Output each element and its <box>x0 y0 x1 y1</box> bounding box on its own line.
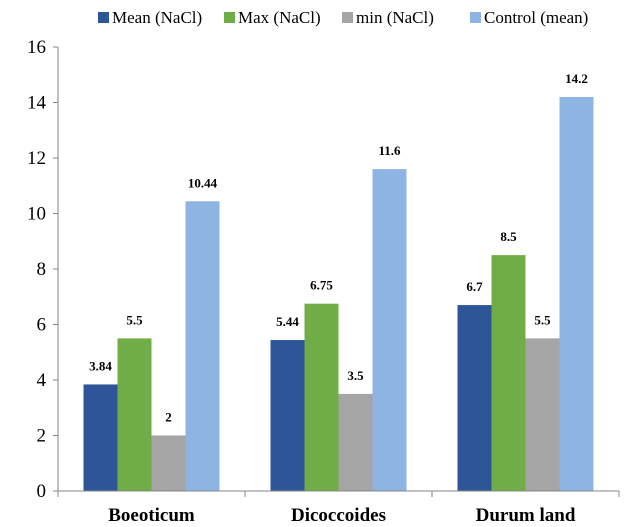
y-tick-label: 14 <box>27 93 47 114</box>
legend-swatch <box>470 12 481 23</box>
legend: Mean (NaCl) Max (NaCl) min (NaCl) Control (… <box>98 8 588 27</box>
y-tick-label: 6 <box>37 315 47 336</box>
legend-label: Control (mean) <box>484 8 588 27</box>
y-tick-label: 8 <box>37 259 47 280</box>
legend-label: Mean (NaCl) <box>112 8 202 27</box>
bar-value-label: 5.44 <box>276 314 299 329</box>
bar-value-label: 8.5 <box>500 229 517 244</box>
bar <box>338 393 373 491</box>
bar <box>304 303 339 491</box>
bar-value-label: 6.7 <box>466 279 483 294</box>
legend-swatch <box>342 12 353 23</box>
bar <box>151 435 186 491</box>
y-axis: 0 2 4 6 8 10 12 14 16 <box>27 37 59 502</box>
legend-label: Max (NaCl) <box>238 8 321 27</box>
x-category-label: Durum land <box>476 505 576 526</box>
bar <box>83 384 118 491</box>
bars: 3.84 5.5 2 10.44 5.44 6.75 3.5 11.6 6.7 8.5 5.5 14.… <box>83 71 594 492</box>
y-tick-label: 2 <box>37 426 47 447</box>
y-tick-label: 10 <box>27 204 46 225</box>
bar <box>491 255 526 491</box>
y-tick-label: 16 <box>27 37 46 58</box>
y-tick-label: 12 <box>27 148 46 169</box>
legend-swatch <box>224 12 235 23</box>
bar-value-label: 5.5 <box>534 312 551 327</box>
bar <box>185 201 220 492</box>
y-tick-label: 4 <box>37 370 47 391</box>
bar <box>117 338 152 491</box>
bar-value-label: 2 <box>165 410 172 425</box>
x-axis: Boeoticum Dicoccoides Durum land <box>57 490 620 526</box>
bar-value-label: 10.44 <box>188 175 218 190</box>
x-category-label: Boeoticum <box>108 505 195 526</box>
x-category-label: Dicoccoides <box>291 505 386 526</box>
bar <box>457 305 492 491</box>
bar <box>559 96 594 491</box>
y-tick-label: 0 <box>37 481 47 502</box>
legend-label: min (NaCl) <box>356 8 434 27</box>
bar-value-label: 14.2 <box>565 71 588 86</box>
bar <box>372 169 407 491</box>
bar-value-label: 5.5 <box>126 312 143 327</box>
bar-value-label: 3.84 <box>89 358 112 373</box>
legend-swatch <box>98 12 109 23</box>
bar-value-label: 3.5 <box>347 368 364 383</box>
bar-value-label: 6.75 <box>310 278 333 293</box>
bar <box>525 338 560 491</box>
bar-value-label: 11.6 <box>378 143 401 158</box>
bar <box>270 340 305 491</box>
